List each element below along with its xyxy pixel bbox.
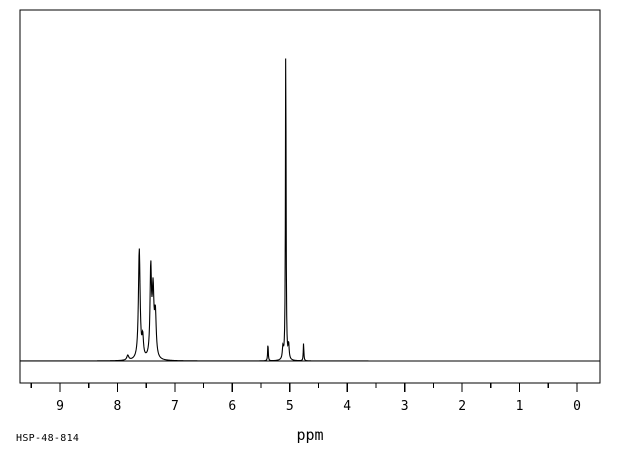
sample-id-label: HSP-48-814 — [16, 433, 79, 444]
spectrum-trace — [20, 58, 600, 361]
ppm-tick-label: 9 — [56, 399, 64, 414]
ppm-tick-label: 6 — [228, 399, 236, 414]
plot-frame-border — [20, 10, 600, 383]
ppm-tick-label: 4 — [343, 399, 351, 414]
ppm-tick-label: 5 — [286, 399, 294, 414]
spectrum-canvas: 9 8 7 6 5 4 3 2 1 0 ppm HSP-48-814 — [0, 0, 620, 455]
ppm-axis-ticks — [31, 383, 577, 392]
ppm-tick-label: 1 — [516, 399, 524, 414]
ppm-tick-label: 8 — [114, 399, 122, 414]
x-axis-title: ppm — [296, 426, 323, 444]
nmr-spectrum-figure: 9 8 7 6 5 4 3 2 1 0 ppm HSP-48-814 — [0, 0, 620, 455]
ppm-tick-label: 3 — [401, 399, 409, 414]
ppm-tick-label: 2 — [458, 399, 466, 414]
ppm-axis-tick-labels: 9 8 7 6 5 4 3 2 1 0 — [56, 399, 581, 414]
ppm-tick-label: 0 — [573, 399, 581, 414]
ppm-tick-label: 7 — [171, 399, 179, 414]
